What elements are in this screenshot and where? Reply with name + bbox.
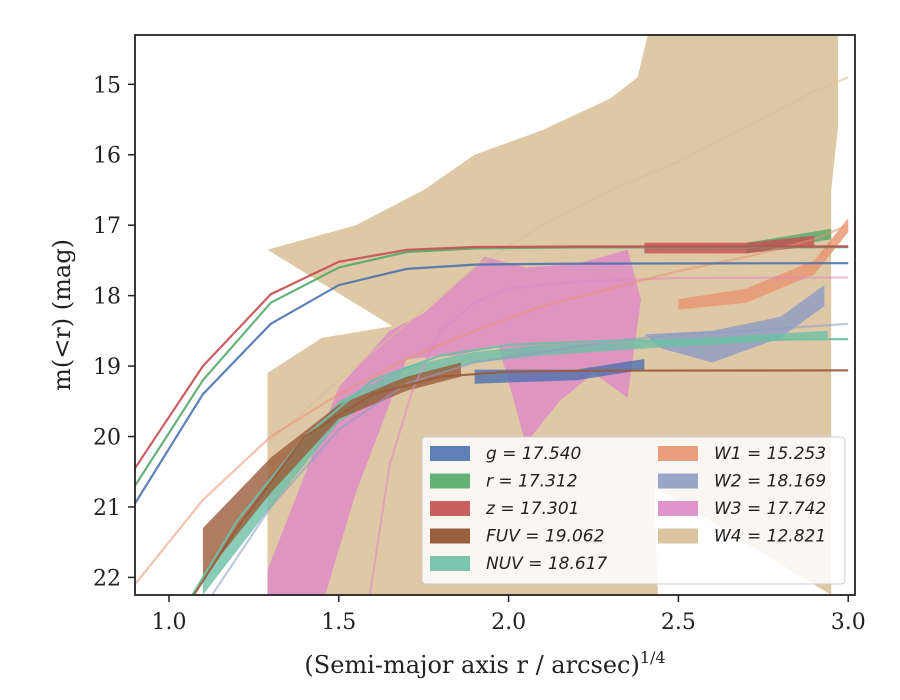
model-line-w4 [266,76,849,445]
legend-swatch-r [430,473,470,489]
legend-swatch-g [430,446,470,461]
axis-ticks: 1.0 1.5 2.0 2.5 3.0 15 16 17 18 19 20 21 22 [93,73,866,635]
band-z [644,235,815,254]
legend-swatch-w4 [658,528,698,544]
x-tick-label: 1.5 [321,610,356,635]
model-line-g [135,262,849,504]
legend-swatch-w2 [658,473,698,489]
y-tick-label: 21 [93,496,121,521]
legend-label-z: z = 17.301 [485,499,579,519]
legend-swatch-w3 [658,501,698,516]
model-line-z [135,245,849,469]
legend-label-w1: W1 = 15.253 [714,444,826,464]
x-axis-label-text: (Semi-major axis r / arcsec) [304,651,639,679]
x-tick-label: 1.0 [151,610,186,635]
y-tick-label: 20 [93,426,121,451]
x-tick-label: 3.0 [831,610,866,635]
model-line-fuv [192,369,849,595]
model-line-nuv [191,338,849,595]
y-axis-label: m(<r) (mag) [48,239,76,391]
legend-swatch-w1 [658,446,698,461]
y-tick-label: 15 [93,73,121,98]
band-w3 [267,249,641,595]
legend-swatch-z [430,501,470,516]
y-tick-label: 22 [93,566,121,591]
legend-box [421,436,846,585]
x-axis-label-superscript: 1/4 [640,648,666,667]
legend-label-w3: W3 = 17.742 [714,499,826,519]
model-line-w2 [210,322,849,595]
legend-swatch-fuv [430,528,470,544]
model-line-w1 [135,224,849,586]
legend-swatch-nuv [430,556,470,571]
legend: g = 17.540 r = 17.312 z = 17.301 FUV = 19.0… [421,436,846,585]
legend-label-g: g = 17.540 [486,444,581,464]
x-tick-label: 2.5 [661,610,696,635]
y-tick-label: 17 [93,214,121,239]
x-axis-label: (Semi-major axis r / arcsec)1/4 [304,648,665,679]
legend-label-w2: W2 = 18.169 [714,472,826,492]
legend-label-nuv: NUV = 18.617 [486,554,608,574]
y-tick-label: 19 [93,355,121,380]
x-tick-label: 2.0 [491,610,526,635]
legend-label-w4: W4 = 12.821 [714,527,826,547]
plot-frame [134,34,856,596]
legend-label-r: r = 17.312 [486,472,578,492]
y-tick-label: 16 [93,144,121,169]
y-tick-label: 18 [93,285,121,310]
legend-label-fuv: FUV = 19.062 [486,527,604,547]
